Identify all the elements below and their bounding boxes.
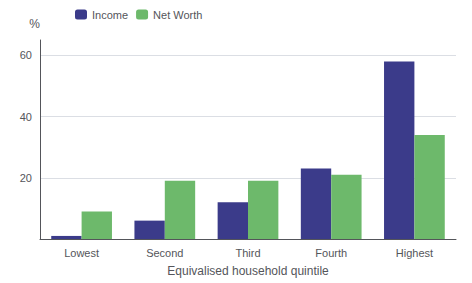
svg-text:%: % <box>29 17 40 31</box>
svg-text:60: 60 <box>20 49 32 61</box>
svg-text:Third: Third <box>235 247 260 259</box>
svg-text:Equivalised household quintile: Equivalised household quintile <box>167 264 329 278</box>
svg-text:Second: Second <box>146 247 183 259</box>
svg-text:Fourth: Fourth <box>315 247 347 259</box>
svg-text:Highest: Highest <box>396 247 433 259</box>
svg-text:20: 20 <box>20 172 32 184</box>
svg-text:Income: Income <box>92 9 128 21</box>
svg-text:Net Worth: Net Worth <box>153 9 202 21</box>
svg-text:Lowest: Lowest <box>64 247 99 259</box>
svg-text:40: 40 <box>20 111 32 123</box>
